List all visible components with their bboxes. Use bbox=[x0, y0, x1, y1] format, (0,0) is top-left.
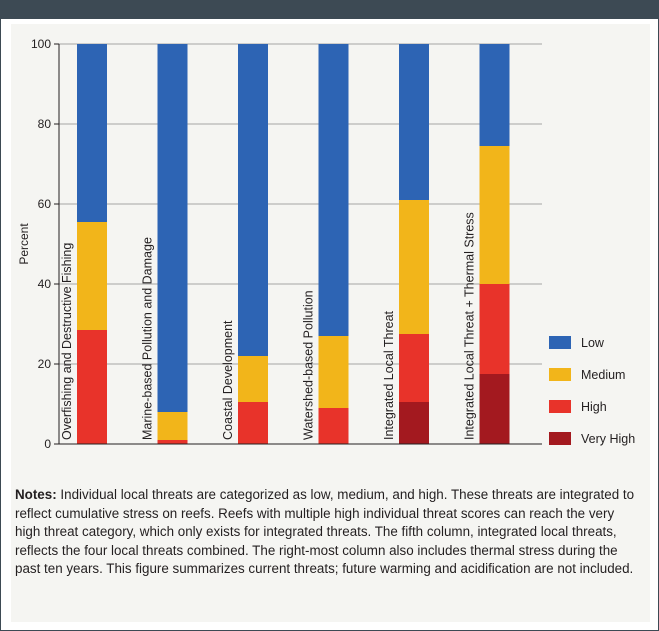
category-label: Overfishing and Destructive Fishing bbox=[60, 243, 74, 440]
notes-body: Individual local threats are categorized… bbox=[15, 487, 635, 576]
category-label: Coastal Development bbox=[221, 320, 235, 440]
bars bbox=[77, 44, 510, 444]
bar-segment-high bbox=[399, 334, 429, 402]
legend: Low Medium High Very High bbox=[549, 336, 635, 446]
legend-label: Low bbox=[581, 336, 605, 350]
bar-segment-low bbox=[318, 44, 349, 336]
bar-segment-medium bbox=[157, 412, 188, 440]
legend-swatch bbox=[549, 336, 571, 349]
legend-swatch bbox=[549, 400, 571, 413]
notes-label: Notes: bbox=[15, 487, 57, 502]
category-labels: Overfishing and Destructive Fishing Marin… bbox=[60, 212, 477, 440]
axes: 0 20 40 60 80 100 Percent bbox=[17, 37, 542, 451]
legend-label: High bbox=[581, 400, 607, 414]
legend-label: Very High bbox=[581, 432, 635, 446]
header-bar bbox=[1, 1, 659, 19]
bar-segment-medium bbox=[238, 356, 268, 402]
y-tick-label: 60 bbox=[38, 197, 52, 211]
bar-segment-high bbox=[77, 330, 107, 444]
bar-segment-high bbox=[318, 408, 349, 444]
bar-segment-low bbox=[238, 44, 268, 356]
bar-segment-medium bbox=[318, 336, 349, 408]
bar-segment-very-high bbox=[399, 402, 429, 444]
y-axis-label: Percent bbox=[17, 223, 31, 265]
y-tick-label: 0 bbox=[44, 437, 51, 451]
bar-segment-high bbox=[157, 440, 188, 444]
stacked-bar-chart: 0 20 40 60 80 100 Percent Overfishing and Dest… bbox=[17, 37, 635, 451]
notes-panel bbox=[11, 468, 650, 622]
category-label: Marine-based Pollution and Damage bbox=[141, 237, 155, 440]
category-label: Integrated Local Threat + Thermal Stress bbox=[463, 212, 477, 440]
y-tick-label: 40 bbox=[38, 277, 52, 291]
notes-text: Notes: Individual local threats are cate… bbox=[15, 486, 640, 579]
bar-segment-low bbox=[157, 44, 188, 412]
bar-segment-low bbox=[399, 44, 429, 200]
legend-swatch bbox=[549, 432, 571, 445]
bar-segment-low bbox=[77, 44, 107, 222]
y-tick-label: 20 bbox=[38, 357, 52, 371]
bar-segment-very-high bbox=[479, 374, 510, 444]
bar-segment-low bbox=[479, 44, 510, 146]
legend-swatch bbox=[549, 368, 571, 381]
category-label: Watershed-based Pollution bbox=[302, 290, 316, 440]
bar-segment-medium bbox=[479, 146, 510, 284]
bar-segment-high bbox=[238, 402, 268, 444]
y-tick-label: 80 bbox=[38, 117, 52, 131]
bar-segment-medium bbox=[77, 222, 107, 330]
category-label: Integrated Local Threat bbox=[382, 310, 396, 440]
bar-segment-high bbox=[479, 284, 510, 374]
bar-segment-medium bbox=[399, 200, 429, 334]
gridlines bbox=[59, 43, 542, 365]
legend-label: Medium bbox=[581, 368, 625, 382]
y-tick-label: 100 bbox=[31, 37, 51, 51]
